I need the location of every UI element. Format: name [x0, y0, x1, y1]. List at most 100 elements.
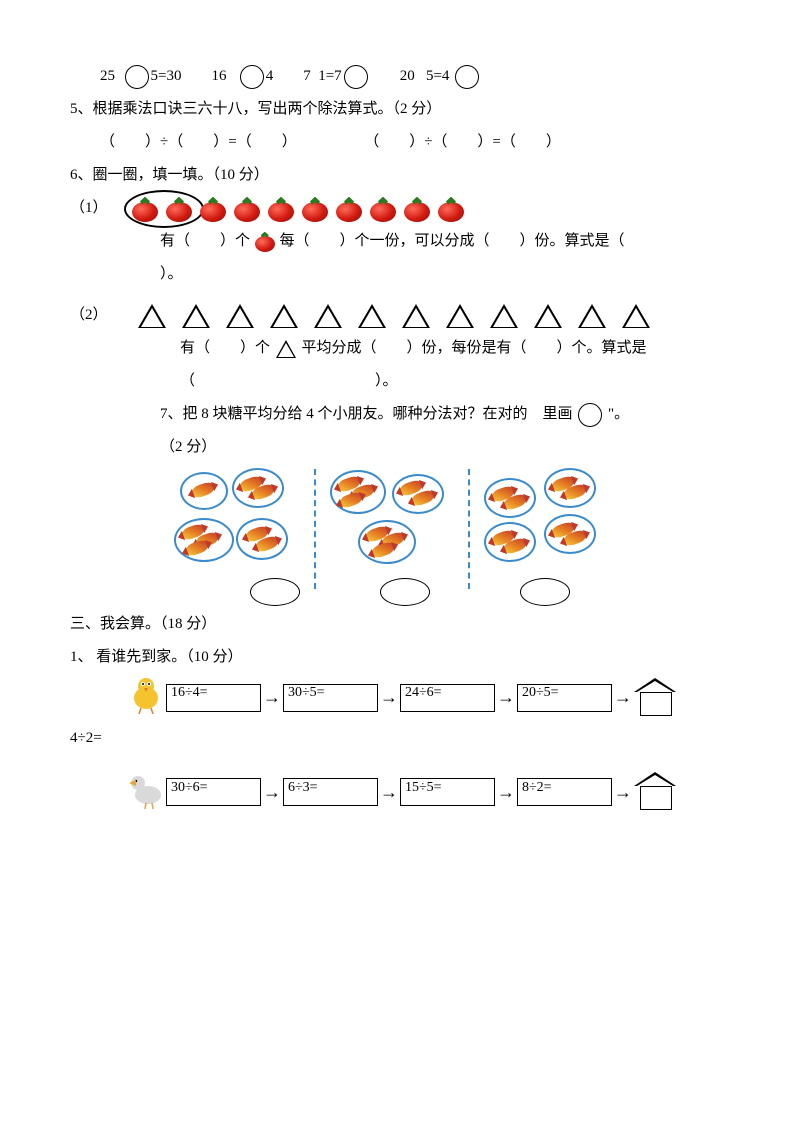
q5-eq-1[interactable]: （ ）÷（ ）=（ ） [100, 134, 297, 150]
q6-part1-row: （1） [70, 192, 730, 225]
question-7-title: 7、把 8 块糖平均分给 4 个小朋友。哪种分法对？在对的 里画 "。 [160, 398, 730, 431]
q6-p2-text: 有（ ）个 平均分成（ ）份，每份是有（ ）个。算式是 [180, 332, 730, 365]
question-6-title: 6、圈一圈，填一填。（10 分） [70, 159, 730, 192]
chain-box[interactable]: 30÷6= [166, 778, 261, 806]
tomato-icon [164, 196, 194, 222]
triangle-icon [358, 304, 386, 328]
q4-1-a: 25 [100, 60, 115, 93]
tomato-icon [198, 196, 228, 222]
q4-3-a: 7 [303, 60, 311, 93]
q6-p1-b: 每（ ）个一份，可以分成（ ）份。算式是（ [280, 233, 625, 249]
q6-p1-text: 有（ ）个 每（ ）个一份，可以分成（ ）份。算式是（ [160, 225, 730, 258]
candy-circle [358, 520, 416, 564]
chain-box[interactable]: 8÷2= [517, 778, 612, 806]
q6-p1-c: ）。 [160, 258, 730, 291]
tomato-icon [436, 196, 466, 222]
chain-box[interactable]: 30÷5= [283, 684, 378, 712]
bird-icon [126, 674, 166, 714]
arrow-icon: → [380, 678, 398, 718]
triangle-icon [534, 304, 562, 328]
triangle-icon [226, 304, 254, 328]
q4-item-3: 7 1=7 [303, 60, 369, 93]
q7-a: 7、把 8 块糖平均分给 4 个小朋友。哪种分法对？在对的 [160, 406, 528, 422]
section-3-sub1: 1、 看谁先到家。（10 分） [70, 641, 730, 674]
q4-item-2: 16 4 [211, 60, 273, 93]
triangle-icon [270, 304, 298, 328]
triangle-icon [446, 304, 474, 328]
triangle-icon [622, 304, 650, 328]
chain-1-wrap: 16÷4= → 30÷5= → 24÷6= → 20÷5= → [70, 678, 730, 718]
triangle-icon [314, 304, 342, 328]
tomato-icon [130, 196, 160, 222]
chain-box[interactable]: 15÷5= [400, 778, 495, 806]
q7-c: "。 [608, 406, 629, 422]
tomato-icon [254, 232, 276, 252]
divider-dash [468, 469, 470, 589]
arrow-icon: → [497, 773, 515, 813]
arrow-icon: → [614, 678, 632, 718]
blank-circle[interactable] [344, 65, 368, 89]
candy-circle [544, 468, 596, 508]
triangle-icon [138, 304, 166, 328]
chain-box[interactable]: 16÷4= [166, 684, 261, 712]
chain-2-wrap: 30÷6= → 6÷3= → 15÷5= → 8÷2= → [70, 773, 730, 813]
q7-b: 里画 [543, 406, 573, 422]
arrow-icon: → [380, 773, 398, 813]
candy-circle [484, 478, 536, 518]
q4-item-4: 20 5=4 [400, 60, 481, 93]
divider-dash [314, 469, 316, 589]
answer-oval-2[interactable] [380, 578, 430, 606]
q4-2-b: 4 [266, 60, 274, 93]
q6-p2-a: 有（ ）个 [180, 340, 270, 356]
candy-circle [330, 470, 386, 514]
question-5-title: 5、根据乘法口诀三六十八，写出两个除法算式。（2 分） [70, 93, 730, 126]
chain-1-extra: 4÷2= [70, 722, 730, 755]
tomato-group [130, 192, 470, 225]
candy-circle [232, 468, 284, 508]
triangle-icon [578, 304, 606, 328]
chain-box[interactable]: 24÷6= [400, 684, 495, 712]
chain-box[interactable]: 6÷3= [283, 778, 378, 806]
duck-icon [126, 769, 166, 809]
blank-circle[interactable] [125, 65, 149, 89]
chain-box[interactable]: 20÷5= [517, 684, 612, 712]
q6-part2-row: （2） [70, 299, 730, 332]
q5-eq-2[interactable]: （ ）÷（ ）=（ ） [364, 134, 561, 150]
answer-oval-1[interactable] [250, 578, 300, 606]
chain-1: 16÷4= → 30÷5= → 24÷6= → 20÷5= → [166, 678, 730, 718]
candy-circle [484, 522, 536, 562]
triangle-icon [182, 304, 210, 328]
tomato-icon [334, 196, 364, 222]
blank-circle [578, 403, 602, 427]
triangle-icon [276, 340, 296, 358]
tomato-icon [266, 196, 296, 222]
candy-circle [174, 518, 234, 562]
tomato-icon [232, 196, 262, 222]
q6-p2-b: 平均分成（ ）份，每份是有（ ）个。算式是 [302, 340, 647, 356]
tomato-icon [402, 196, 432, 222]
question-5-equations: （ ）÷（ ）=（ ） （ ）÷（ ）=（ ） [100, 126, 730, 159]
q6-p1-label: （1） [70, 192, 130, 225]
triangles-container [130, 299, 658, 332]
tomato-icon [368, 196, 398, 222]
blank-circle[interactable] [240, 65, 264, 89]
q7-points: （2 分） [160, 431, 730, 464]
q6-p2-c: （ ）。 [180, 365, 730, 398]
triangle-icon [402, 304, 430, 328]
q4-2-a: 16 [211, 60, 226, 93]
q4-4-a: 20 [400, 60, 415, 93]
candy-circle [236, 518, 288, 560]
chain-2: 30÷6= → 6÷3= → 15÷5= → 8÷2= → [166, 773, 730, 813]
arrow-icon: → [263, 678, 281, 718]
arrow-icon: → [497, 678, 515, 718]
candy-circle [544, 514, 596, 554]
candy-diagram [170, 464, 650, 614]
house-icon [634, 774, 676, 810]
answer-oval-3[interactable] [520, 578, 570, 606]
q4-4-b: 5=4 [426, 60, 449, 93]
arrow-icon: → [263, 773, 281, 813]
candy-circle [392, 474, 444, 514]
candy-circle [180, 472, 228, 510]
blank-circle[interactable] [455, 65, 479, 89]
question-4-row: 25 5=30 16 4 7 1=7 20 5=4 [100, 60, 730, 93]
